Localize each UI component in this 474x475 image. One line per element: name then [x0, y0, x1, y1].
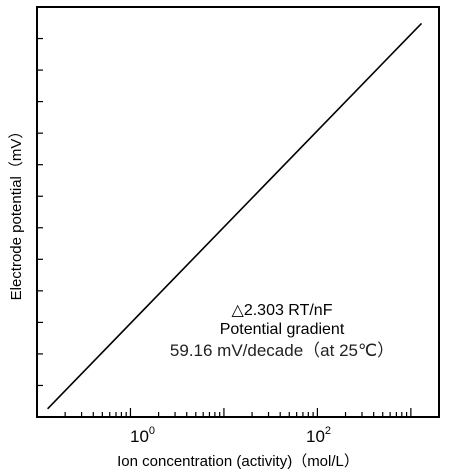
- x-axis-ticks: [64, 408, 412, 417]
- y-axis-label: Electrode potential（mV）: [8, 124, 25, 301]
- plot-frame: [36, 6, 440, 418]
- annotation-slope: 59.16 mV/decade（at 25℃）: [170, 341, 394, 360]
- x-axis-label: Ion concentration (activity)（mol/L）: [117, 453, 359, 470]
- annotation-gradient: Potential gradient: [220, 321, 345, 338]
- y-axis-ticks: [37, 37, 43, 387]
- annotation-formula: △2.303 RT/nF: [232, 302, 333, 319]
- x-tick-label-1: 100: [130, 425, 155, 446]
- x-tick-label-100: 102: [306, 425, 331, 446]
- series-line-0: [47, 22, 423, 410]
- series-layer: [47, 22, 423, 410]
